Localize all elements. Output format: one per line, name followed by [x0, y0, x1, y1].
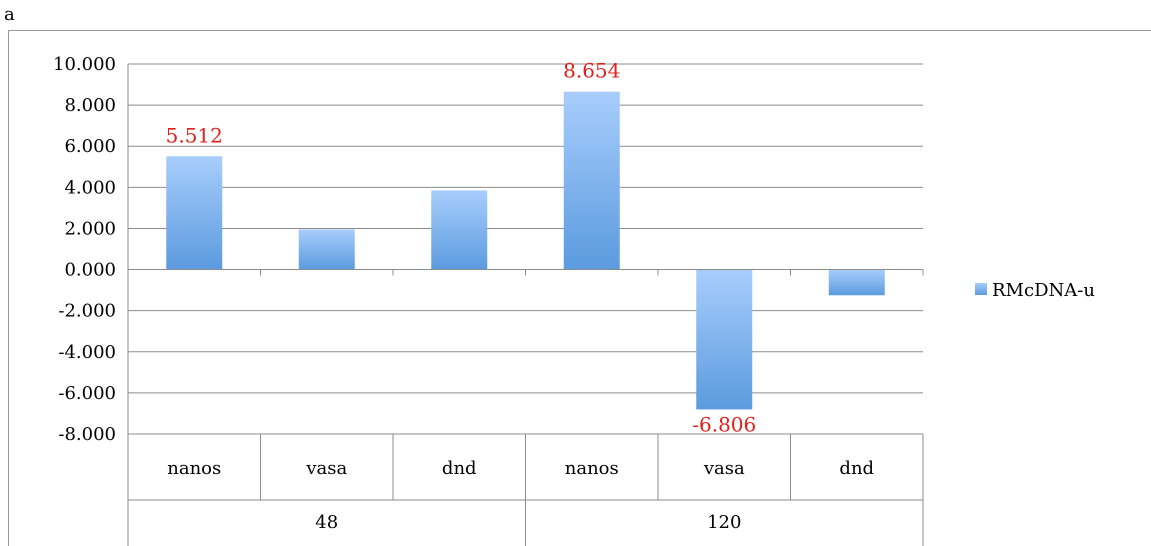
data-label: 8.654	[563, 59, 620, 83]
y-tick-label: -2.000	[58, 301, 116, 322]
bar	[563, 91, 620, 270]
legend: RMcDNA-u	[975, 280, 1095, 301]
data-labels: 5.512 8.654 -6.806	[166, 59, 757, 437]
bar	[828, 269, 885, 296]
category-axis: nanos vasa dnd nanos vasa dnd 48 120	[127, 64, 924, 546]
grid-lines	[128, 63, 923, 435]
y-axis-ticks: 10.000 8.000 6.000 4.000 2.000 0.000 -2.000 -4.…	[53, 54, 116, 445]
x-category-label: nanos	[565, 458, 619, 479]
y-tick-label: 10.000	[53, 54, 116, 75]
y-tick-label: 4.000	[64, 177, 116, 198]
bar	[696, 269, 753, 410]
x-category-label: vasa	[305, 458, 347, 479]
y-tick-label: -8.000	[58, 424, 116, 445]
y-tick-label: 8.000	[64, 95, 116, 116]
bars	[166, 91, 885, 410]
legend-label: RMcDNA-u	[992, 280, 1095, 301]
bar	[166, 156, 223, 270]
data-label: -6.806	[692, 412, 756, 436]
y-tick-label: -4.000	[58, 342, 116, 363]
x-category-label: dnd	[442, 458, 477, 479]
x-category-label: dnd	[839, 458, 874, 479]
y-tick-label: 0.000	[64, 260, 116, 281]
x-category-label: nanos	[167, 458, 221, 479]
y-tick-label: -6.000	[58, 383, 116, 404]
bar	[298, 229, 355, 270]
y-tick-label: 2.000	[64, 218, 116, 239]
bar	[431, 190, 488, 270]
panel-label: a	[4, 4, 15, 25]
x-group-label: 48	[315, 512, 338, 533]
x-category-label: vasa	[703, 458, 745, 479]
chart-frame	[8, 30, 1151, 546]
data-label: 5.512	[166, 123, 223, 147]
y-tick-label: 6.000	[64, 136, 116, 157]
x-group-label: 120	[707, 512, 741, 533]
legend-swatch	[975, 283, 987, 295]
